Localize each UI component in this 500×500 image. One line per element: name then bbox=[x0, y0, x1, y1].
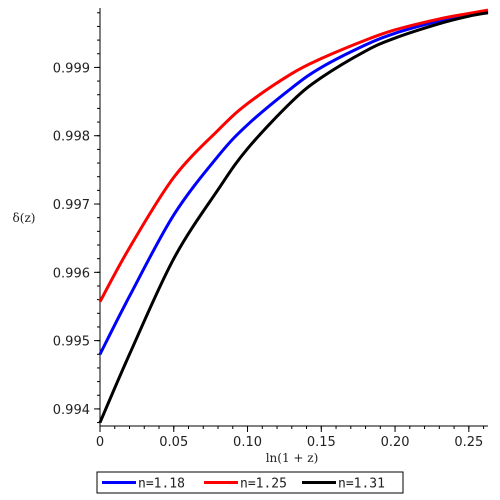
x-axis: 0 0.05 0.10 0.15 0.20 0.25 bbox=[96, 426, 485, 450]
y-tick-label: 0.997 bbox=[53, 198, 90, 213]
x-axis-label: ln(1 + z) bbox=[266, 451, 319, 465]
x-tick-label: 0.15 bbox=[307, 435, 336, 450]
series-layer bbox=[98, 8, 489, 424]
y-tick-label: 0.999 bbox=[53, 61, 90, 76]
x-tick-label: 0.25 bbox=[454, 435, 483, 450]
y-tick-label: 0.998 bbox=[53, 130, 90, 145]
x-tick-label: 0.05 bbox=[159, 435, 188, 450]
legend-label-2: n=1.25 bbox=[240, 477, 287, 492]
legend-label-3: n=1.31 bbox=[338, 477, 385, 492]
series-line-3 bbox=[98, 11, 489, 424]
y-axis: 0.994 0.995 0.996 0.997 0.998 0.999 bbox=[53, 12, 100, 424]
legend-box bbox=[96, 471, 404, 494]
y-tick-label: 0.994 bbox=[53, 403, 90, 418]
x-tick-label: 0.10 bbox=[233, 435, 262, 450]
legend: n=1.18 n=1.25 n=1.31 bbox=[96, 471, 404, 494]
y-axis-label: δ(z) bbox=[13, 211, 36, 225]
series-line-1 bbox=[98, 9, 489, 355]
x-tick-label: 0.20 bbox=[381, 435, 410, 450]
legend-label-1: n=1.18 bbox=[138, 477, 185, 492]
series-line-2 bbox=[98, 8, 489, 303]
x-tick-label: 0 bbox=[96, 435, 104, 450]
y-tick-label: 0.996 bbox=[53, 266, 90, 281]
y-tick-label: 0.995 bbox=[53, 335, 90, 350]
plot-frame bbox=[99, 8, 488, 427]
